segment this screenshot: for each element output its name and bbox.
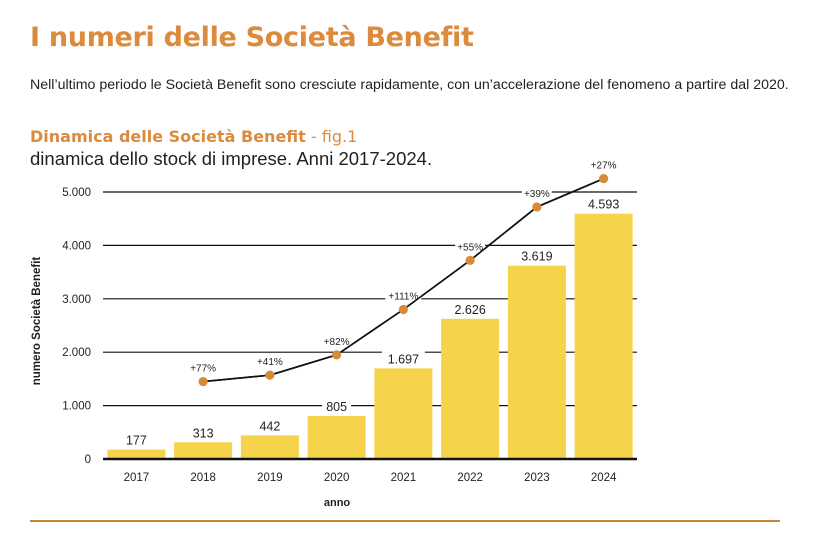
growth-label-background xyxy=(455,240,486,253)
growth-line: +77% +41% +82% +111% +55% +39% +27% xyxy=(188,158,619,387)
growth-percent-label: +41% xyxy=(257,357,283,368)
growth-label-background xyxy=(254,355,285,368)
growth-percent-label: +111% xyxy=(388,291,418,302)
growth-label-background xyxy=(588,158,619,171)
bar-label-background xyxy=(121,432,151,448)
bar-label-background xyxy=(255,418,285,434)
x-tick-label: 2019 xyxy=(257,472,283,484)
bar-2021 xyxy=(374,368,433,459)
page-title: I numeri delle Società Benefit xyxy=(30,22,474,53)
bar-labels: 177 313 442 805 1.697 2.626 3.619 4.593 xyxy=(121,196,626,448)
bar-value-label: 3.619 xyxy=(521,250,552,264)
y-tick-label: 1.000 xyxy=(62,401,91,413)
growth-percent-label: +27% xyxy=(591,161,617,172)
growth-percent-label: +82% xyxy=(324,337,350,348)
growth-marker-2023 xyxy=(532,202,542,212)
figure-title: Dinamica delle Società Benefit - fig.1 xyxy=(30,127,357,146)
bars xyxy=(107,213,633,459)
growth-label-background xyxy=(385,289,422,302)
bar-value-label: 2.626 xyxy=(454,303,485,317)
y-tick-label: 3.000 xyxy=(62,294,91,306)
growth-percent-label: +77% xyxy=(190,364,216,375)
bar-2017 xyxy=(107,449,166,459)
figure-number: fig.1 xyxy=(321,127,358,146)
y-tick-label: 4.000 xyxy=(62,240,91,252)
growth-marker-2022 xyxy=(465,255,475,265)
intro-paragraph: Nell’ultimo periodo le Società Benefit s… xyxy=(30,77,789,93)
growth-percent-label: +55% xyxy=(457,242,483,253)
growth-marker-2020 xyxy=(332,350,342,360)
axes: 0 1.000 2.000 3.000 4.000 5.000 2017 2018 2019 20… xyxy=(62,187,637,484)
bottom-divider xyxy=(30,520,780,522)
bar-value-label: 4.593 xyxy=(588,198,619,212)
bar-label-background xyxy=(381,351,425,367)
bar-2023 xyxy=(507,265,566,459)
figure-title-text: Dinamica delle Società Benefit xyxy=(30,127,306,146)
bar-label-background xyxy=(448,301,492,317)
x-tick-label: 2017 xyxy=(124,472,150,484)
growth-label-background xyxy=(521,186,552,199)
x-tick-label: 2021 xyxy=(391,472,417,484)
bar-label-background xyxy=(515,248,559,264)
growth-marker-2024 xyxy=(599,174,609,184)
bar-2020 xyxy=(307,416,366,459)
bar-label-background xyxy=(322,399,352,415)
bar-2024 xyxy=(574,213,633,459)
x-tick-label: 2023 xyxy=(524,472,550,484)
bar-label-background xyxy=(582,196,626,212)
growth-marker-2021 xyxy=(398,304,408,315)
y-tick-label: 2.000 xyxy=(62,347,91,359)
bar-2018 xyxy=(174,442,233,459)
y-axis-title: numero Società Benefit xyxy=(31,257,43,386)
growth-label-background xyxy=(188,361,219,374)
y-tick-label: 5.000 xyxy=(62,187,91,199)
x-tick-label: 2018 xyxy=(190,472,216,484)
growth-marker-2019 xyxy=(265,370,275,380)
figure-subtitle: dinamica dello stock di imprese. Anni 20… xyxy=(30,148,433,169)
bar-value-label: 805 xyxy=(326,400,347,414)
bar-2019 xyxy=(240,435,299,459)
x-tick-label: 2024 xyxy=(591,472,617,484)
bar-value-label: 313 xyxy=(193,426,214,440)
x-axis-title: anno xyxy=(324,497,351,509)
growth-percent-label: +39% xyxy=(524,189,550,200)
growth-marker-2018 xyxy=(198,376,208,387)
bar-value-label: 177 xyxy=(126,434,147,448)
x-tick-label: 2022 xyxy=(457,472,483,484)
figure-title-separator: - xyxy=(305,127,322,146)
bar-value-label: 442 xyxy=(259,419,280,433)
bar-value-label: 1.697 xyxy=(388,352,419,366)
growth-label-background xyxy=(321,334,352,347)
bar-label-background xyxy=(188,425,218,441)
y-tick-label: 0 xyxy=(85,454,91,466)
bar-2022 xyxy=(441,318,500,459)
x-tick-label: 2020 xyxy=(324,472,350,484)
